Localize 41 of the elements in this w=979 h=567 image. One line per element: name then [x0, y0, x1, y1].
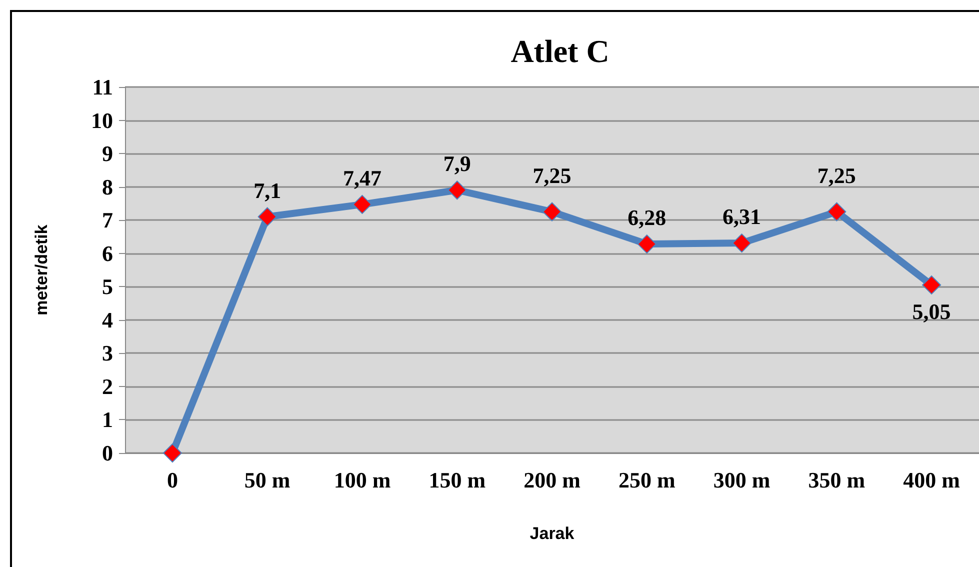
y-tick-label: 9 — [102, 141, 113, 166]
y-tick-label: 1 — [102, 407, 113, 432]
y-tick-label: 0 — [102, 440, 113, 466]
data-label: 5,05 — [912, 298, 951, 324]
y-tick-label: 5 — [102, 274, 113, 300]
point — [162, 444, 182, 462]
x-tick-label: 350 m — [808, 468, 866, 492]
y-tick-label: 11 — [92, 74, 113, 100]
x-tick-label: 100 m — [334, 468, 391, 492]
data-label: 7,25 — [532, 162, 572, 188]
y-tick-label: 3 — [102, 340, 113, 366]
data-label: 6,31 — [722, 204, 762, 230]
data-label: 7,47 — [342, 165, 382, 190]
x-tick-label: 50 m — [244, 468, 290, 492]
point — [448, 180, 467, 200]
data-label: 6,28 — [628, 205, 666, 230]
point — [258, 207, 277, 226]
y-tick-label: 8 — [102, 174, 113, 200]
x-tick-label: 400 m — [903, 468, 960, 492]
point — [827, 202, 846, 222]
y-tick-label: 7 — [102, 208, 113, 233]
point — [732, 234, 752, 253]
x-tick-label: 250 m — [618, 468, 676, 492]
y-tick-label: 10 — [91, 108, 113, 133]
x-tick-label: 300 m — [713, 468, 770, 492]
point — [922, 275, 942, 294]
data-label: 7,1 — [254, 178, 282, 203]
x-axis-title: Jarak — [530, 524, 575, 543]
data-label: 7,25 — [817, 162, 856, 188]
chart-title: Atlet C — [510, 33, 610, 69]
y-tick-label: 2 — [102, 374, 113, 399]
point — [542, 202, 562, 222]
y-axis-title: meter/detik — [32, 224, 51, 316]
y-tick-label: 6 — [102, 240, 113, 266]
x-tick-label: 0 — [166, 468, 178, 492]
x-tick-label: 150 m — [428, 468, 486, 492]
y-tick-label: 4 — [102, 307, 113, 332]
point — [637, 234, 656, 254]
data-label: 7,9 — [443, 151, 471, 176]
x-tick-label: 200 m — [524, 468, 580, 492]
point — [352, 194, 372, 214]
